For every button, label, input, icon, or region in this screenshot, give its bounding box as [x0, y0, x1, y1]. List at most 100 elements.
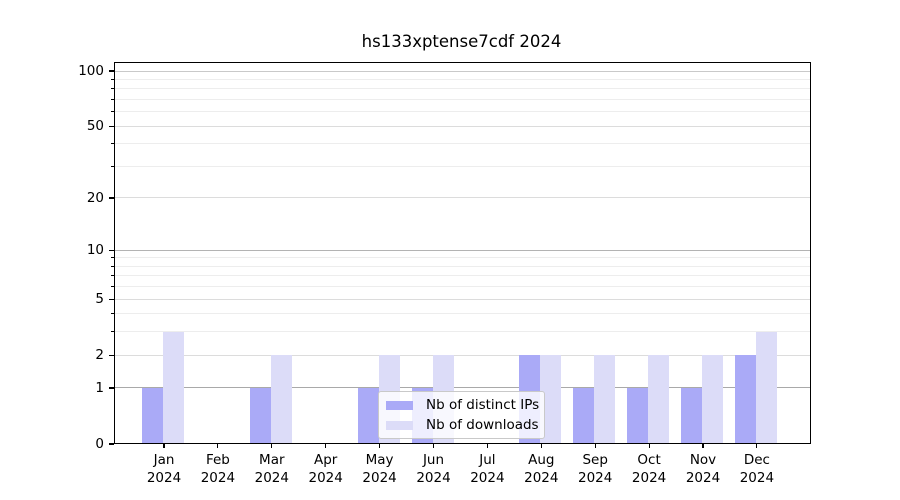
bar-distinct-ips	[142, 387, 163, 444]
gridline-major	[113, 354, 811, 356]
x-tick-mark	[325, 444, 327, 448]
x-tick-month: Aug	[528, 452, 555, 468]
chart-title: hs133xptense7cdf 2024	[361, 32, 562, 51]
x-tick-mark	[163, 444, 165, 448]
legend-swatch-icon	[386, 400, 413, 410]
x-tick-label: Sep 2024	[560, 452, 630, 487]
gridline-minor	[113, 88, 811, 90]
gridline-minor	[113, 166, 811, 167]
gridline-major	[113, 125, 811, 127]
x-tick-month: May	[365, 452, 394, 468]
y-tick-label: 10	[86, 242, 104, 259]
x-tick-year: 2024	[362, 469, 397, 486]
bar-downloads	[755, 331, 777, 444]
legend-entry: Nb of downloads	[386, 415, 544, 435]
x-tick-year: 2024	[524, 469, 559, 486]
y-tick-label: 2	[95, 347, 104, 364]
bar-downloads	[702, 355, 723, 444]
x-tick-mark	[594, 444, 596, 448]
bar-distinct-ips	[249, 387, 271, 444]
x-tick-label: Jan 2024	[129, 452, 199, 487]
x-tick-label: Jul 2024	[452, 452, 522, 487]
x-tick-label: Nov 2024	[668, 452, 738, 487]
gridline-minor	[113, 265, 811, 267]
gridline-major	[113, 387, 811, 389]
gridline-major	[113, 197, 811, 199]
gridline-minor	[113, 111, 811, 113]
x-tick-month: Feb	[205, 452, 230, 468]
x-tick-year: 2024	[146, 469, 182, 486]
x-tick-month: Dec	[743, 452, 770, 468]
gridline-minor	[113, 257, 811, 259]
bar-distinct-ips	[734, 355, 756, 444]
x-tick-label: Jun 2024	[399, 452, 469, 487]
y-tick-label: 1	[95, 379, 104, 396]
y-tick-label: 50	[86, 118, 104, 135]
x-tick-year: 2024	[308, 469, 343, 486]
x-tick-year: 2024	[200, 469, 236, 486]
x-tick-mark	[648, 444, 650, 448]
y-tick-label: 20	[86, 189, 104, 206]
x-tick-label: May 2024	[345, 452, 415, 487]
x-tick-month: Jan	[153, 452, 175, 468]
bar-downloads	[163, 331, 184, 444]
gridline-minor	[113, 78, 811, 80]
x-tick-label: Aug 2024	[506, 452, 576, 487]
x-tick-mark	[756, 444, 758, 448]
x-tick-label: Dec 2024	[722, 452, 792, 487]
gridline-major	[113, 70, 811, 72]
bar-distinct-ips	[573, 387, 595, 444]
x-tick-year: 2024	[631, 469, 667, 486]
x-tick-month: Jun	[422, 452, 445, 468]
bar-distinct-ips	[627, 387, 649, 444]
x-tick-mark	[702, 444, 704, 448]
x-tick-year: 2024	[578, 469, 613, 486]
gridline-minor	[113, 99, 811, 101]
y-tick-label: 100	[78, 63, 104, 80]
y-tick-label: 0	[95, 436, 104, 452]
legend-label: Nb of distinct IPs	[426, 397, 540, 413]
x-tick-year: 2024	[685, 469, 721, 486]
gridline-major	[113, 298, 811, 300]
bar-downloads	[648, 355, 670, 444]
x-tick-month: Sep	[582, 452, 608, 468]
x-tick-month: Nov	[689, 452, 717, 468]
x-tick-mark	[486, 444, 488, 448]
y-tick-label: 5	[95, 291, 104, 308]
x-tick-label: Mar 2024	[237, 452, 307, 487]
x-tick-mark	[271, 444, 273, 448]
x-tick-label: Apr 2024	[291, 452, 361, 487]
legend-label: Nb of downloads	[426, 417, 539, 433]
legend-entry: Nb of distinct IPs	[386, 395, 544, 415]
bar-downloads	[540, 355, 562, 444]
gridline-minor	[113, 313, 811, 315]
x-tick-year: 2024	[254, 469, 289, 486]
bar-downloads	[594, 355, 616, 444]
x-tick-month: Jul	[479, 452, 496, 468]
x-tick-label: Oct 2024	[614, 452, 684, 487]
x-tick-month: Oct	[637, 452, 661, 468]
x-tick-mark	[432, 444, 435, 448]
gridline-minor	[113, 286, 811, 288]
x-tick-mark	[540, 444, 542, 448]
x-tick-mark	[379, 444, 381, 448]
bar-distinct-ips	[681, 387, 702, 444]
legend-swatch-icon	[386, 420, 413, 430]
gridline-major	[113, 249, 811, 251]
x-tick-month: Mar	[259, 452, 285, 468]
x-tick-mark	[217, 444, 219, 448]
plot-border	[113, 62, 811, 444]
bar-downloads	[270, 355, 292, 444]
x-tick-year: 2024	[470, 469, 505, 486]
gridline-minor	[113, 331, 811, 333]
x-tick-year: 2024	[739, 469, 775, 486]
x-tick-year: 2024	[416, 469, 451, 486]
gridline-minor	[113, 275, 811, 277]
legend: Nb of distinct IPs Nb of downloads	[378, 391, 545, 439]
gridline-minor	[113, 143, 811, 145]
bar-distinct-ips	[357, 387, 379, 444]
x-tick-label: Feb 2024	[183, 452, 253, 487]
plot-area	[113, 62, 811, 444]
x-tick-month: Apr	[314, 452, 338, 468]
